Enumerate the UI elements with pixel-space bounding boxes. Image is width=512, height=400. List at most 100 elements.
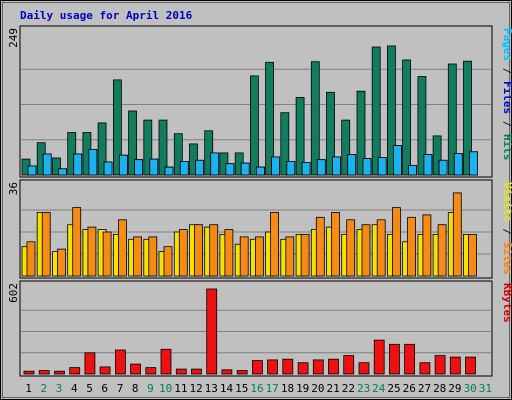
x-tick-label: 13 — [205, 382, 218, 395]
x-tick-label: 28 — [433, 382, 446, 395]
bar-hits-day-9 — [143, 119, 153, 176]
bar-hits-day-16 — [249, 75, 259, 176]
bar-hits-day-20 — [310, 61, 320, 176]
x-tick-label: 17 — [266, 382, 279, 395]
bar-hits-day-21 — [326, 91, 335, 176]
bar-sites-day-28 — [437, 224, 447, 277]
x-tick-label: 3 — [56, 382, 63, 395]
bar-sites-day-23 — [361, 224, 371, 277]
bar-pages-day-2 — [42, 153, 52, 176]
bar-hits-day-3 — [52, 157, 61, 176]
legend-entry: Files — [501, 81, 512, 114]
x-tick-label: 21 — [326, 382, 339, 395]
x-tick-label: 2 — [40, 382, 47, 395]
bar-kbytes-day-3 — [54, 370, 65, 375]
y-max-label: 36 — [7, 182, 20, 195]
x-tick-label: 10 — [159, 382, 172, 395]
bar-sites-day-18 — [285, 236, 295, 277]
bar-pages-day-20 — [316, 159, 326, 176]
bar-pages-day-9 — [149, 158, 159, 176]
bar-pages-day-11 — [179, 160, 189, 176]
bar-pages-day-22 — [347, 154, 357, 176]
bar-sites-day-27 — [422, 214, 432, 277]
bars — [23, 288, 476, 375]
bar-hits-day-27 — [417, 76, 427, 176]
x-tick-label: 16 — [250, 382, 263, 395]
bar-kbytes-day-14 — [221, 369, 233, 375]
bar-hits-day-29 — [447, 63, 457, 176]
chart-panels: 249 Pages / Files / Hits 36 Visits / Sites 6… — [7, 25, 512, 377]
x-tick-label: 26 — [403, 382, 416, 395]
legend-entry: Pages — [501, 28, 512, 61]
x-tick-label: 8 — [132, 382, 139, 395]
bar-hits-day-17 — [265, 61, 275, 176]
chart-title: Daily usage for April 2016 — [20, 9, 193, 22]
x-tick-label: 23 — [357, 382, 370, 395]
panel-legend: Visits / Sites — [501, 182, 512, 275]
x-tick-label: 31 — [479, 382, 492, 395]
bar-kbytes-day-9 — [145, 367, 157, 375]
bar-kbytes-day-10 — [160, 348, 172, 375]
bar-pages-day-28 — [438, 159, 448, 176]
legend-entry: / — [501, 222, 512, 242]
bar-sites-day-4 — [72, 207, 82, 277]
bar-pages-day-18 — [286, 160, 296, 176]
bar-kbytes-day-23 — [358, 362, 370, 375]
bar-pages-day-1 — [27, 165, 37, 176]
bar-kbytes-day-30 — [465, 356, 476, 375]
bar-kbytes-day-8 — [130, 363, 142, 375]
x-tick-label: 5 — [86, 382, 93, 395]
bar-kbytes-day-29 — [449, 356, 461, 375]
bar-pages-day-16 — [255, 166, 265, 176]
bar-sites-day-9 — [148, 236, 158, 277]
bar-sites-day-8 — [133, 236, 143, 277]
bar-pages-day-23 — [362, 158, 372, 176]
bar-pages-day-10 — [164, 166, 174, 176]
bar-pages-day-14 — [225, 163, 235, 176]
bar-kbytes-day-20 — [312, 359, 324, 375]
bar-kbytes-day-27 — [419, 362, 431, 375]
bars — [21, 192, 477, 277]
legend-entry: Sites — [501, 242, 512, 275]
bar-hits-day-11 — [173, 133, 183, 176]
bar-sites-day-19 — [300, 233, 310, 277]
bar-hits-day-10 — [158, 119, 168, 176]
bar-sites-day-30 — [468, 233, 477, 277]
bar-hits-day-22 — [341, 119, 351, 176]
bar-pages-day-13 — [210, 152, 220, 176]
x-tick-label: 25 — [387, 382, 400, 395]
bar-kbytes-day-6 — [99, 366, 111, 375]
x-tick-label: 22 — [342, 382, 355, 395]
bar-sites-day-16 — [254, 236, 264, 277]
bar-sites-day-5 — [87, 226, 97, 277]
bar-pages-day-30 — [469, 151, 478, 176]
bar-sites-day-21 — [331, 211, 340, 277]
bar-sites-day-29 — [452, 192, 462, 277]
y-max-label: 249 — [7, 28, 20, 48]
bar-pages-day-21 — [332, 156, 341, 176]
bar-pages-day-25 — [392, 145, 402, 176]
bar-kbytes-day-17 — [267, 359, 279, 375]
bar-kbytes-day-7 — [115, 349, 126, 375]
x-tick-label: 29 — [448, 382, 461, 395]
x-tick-label: 15 — [235, 382, 248, 395]
bar-hits-day-7 — [113, 79, 122, 176]
bar-kbytes-day-28 — [434, 355, 446, 375]
bar-kbytes-day-18 — [282, 358, 294, 375]
bar-hits-day-30 — [463, 60, 472, 176]
bar-hits-day-28 — [432, 135, 442, 176]
x-tick-label: 14 — [220, 382, 234, 395]
bar-sites-day-3 — [57, 248, 66, 277]
bar-sites-day-15 — [239, 236, 249, 277]
bar-pages-day-4 — [73, 153, 83, 176]
bar-pages-day-19 — [301, 162, 311, 176]
bar-hits-day-18 — [280, 112, 290, 176]
bar-hits-day-6 — [97, 122, 107, 176]
bar-pages-day-27 — [423, 154, 433, 176]
bar-sites-day-1 — [26, 241, 36, 277]
bar-sites-day-10 — [163, 246, 173, 277]
y-max-label: 602 — [7, 283, 20, 303]
x-tick-label: 11 — [174, 382, 187, 395]
bar-kbytes-day-16 — [251, 360, 263, 375]
